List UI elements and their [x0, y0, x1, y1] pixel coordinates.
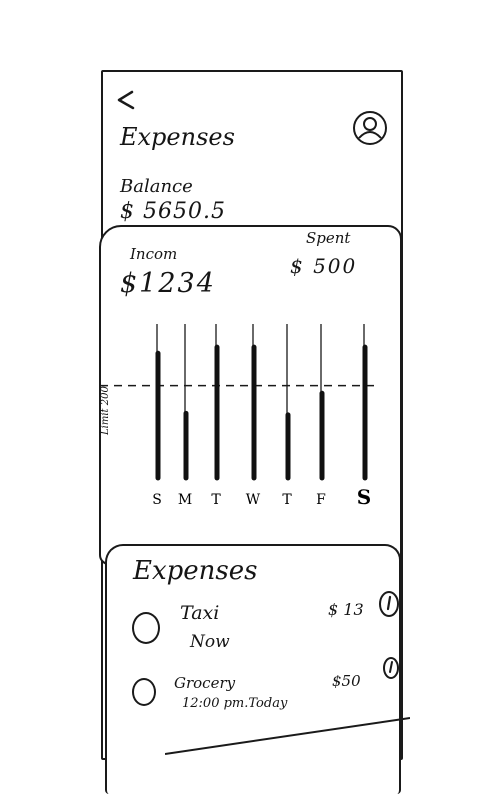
spent-label: Spent — [306, 229, 350, 247]
balance-value: $ 5650.5 — [120, 199, 226, 224]
spent-value: $ 500 — [290, 254, 357, 278]
user-profile-icon[interactable] — [352, 110, 388, 146]
expense-name: Grocery — [174, 674, 235, 692]
day-label[interactable]: F — [316, 492, 326, 508]
expense-checkbox[interactable] — [132, 678, 156, 706]
expense-amount: $50 — [332, 672, 361, 690]
day-label[interactable]: W — [246, 492, 261, 508]
income-value: $1234 — [120, 268, 216, 299]
income-label: Incom — [130, 245, 177, 263]
info-icon[interactable] — [382, 656, 400, 680]
expense-item-taxi[interactable]: Taxi Now $ 13 — [132, 612, 402, 682]
expense-detail: 12:00 pm.Today — [182, 696, 287, 711]
day-label[interactable]: T — [282, 492, 292, 508]
expense-name: Taxi — [180, 602, 219, 624]
info-icon[interactable] — [378, 590, 400, 618]
day-label[interactable]: T — [211, 492, 221, 508]
day-label[interactable]: M — [178, 492, 192, 508]
expense-amount: $ 13 — [328, 600, 364, 619]
day-label[interactable]: S — [152, 492, 162, 508]
expense-detail: Now — [190, 632, 230, 652]
expense-checkbox[interactable] — [132, 612, 160, 644]
back-arrow-icon[interactable] — [114, 88, 140, 114]
bottom-bar-line — [165, 716, 410, 756]
page-title: Expenses — [120, 123, 235, 151]
expenses-title: Expenses — [133, 556, 258, 586]
day-label[interactable]: S — [357, 485, 371, 509]
balance-label: Balance — [120, 176, 193, 197]
